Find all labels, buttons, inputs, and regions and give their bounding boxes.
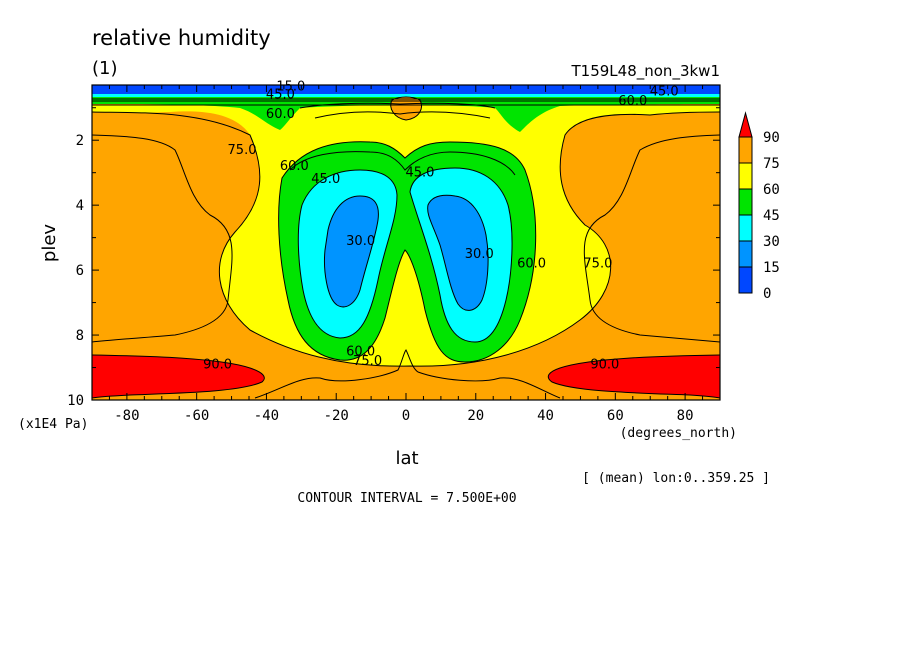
contour-line xyxy=(409,167,513,343)
contour-label: 45.0 xyxy=(311,172,340,187)
contour-label: 60.0 xyxy=(618,94,647,109)
x-axis-units: (degrees_north) xyxy=(620,426,737,441)
contour-line xyxy=(289,151,516,176)
contour-line xyxy=(297,169,398,339)
contour-line xyxy=(427,194,489,311)
x-tick-label: -40 xyxy=(254,408,279,424)
y-tick-label: 6 xyxy=(76,263,84,279)
contour-line xyxy=(278,141,537,363)
colorbar-swatch xyxy=(738,266,753,294)
contour-fills xyxy=(92,85,720,400)
colorbar-triangle xyxy=(738,111,753,138)
colorbar: 90 75 60 45 30 15 0 xyxy=(738,111,780,302)
x-tick-label: 40 xyxy=(537,408,554,424)
contour-interval: CONTOUR INTERVAL = 7.500E+00 xyxy=(297,491,516,506)
y-axis: 2 4 6 8 10 xyxy=(67,107,720,409)
y-tick-label: 10 xyxy=(67,393,84,409)
colorbar-label: 15 xyxy=(763,260,780,276)
x-tick-label: -20 xyxy=(324,408,349,424)
y-tick-label: 4 xyxy=(76,198,84,214)
colorbar-swatch xyxy=(738,214,753,242)
x-tick-label: 60 xyxy=(607,408,624,424)
contour-lines xyxy=(92,96,720,399)
fill-15-30-left xyxy=(324,196,379,307)
colorbar-label: 45 xyxy=(763,208,780,224)
colorbar-swatch xyxy=(738,162,753,190)
colorbar-swatch xyxy=(738,188,753,216)
colorbar-label: 0 xyxy=(763,286,771,302)
y-axis-label: plev xyxy=(39,224,60,263)
contour-line xyxy=(299,102,496,109)
contour-label: 45.0 xyxy=(405,166,434,181)
contour-label: 60.0 xyxy=(346,344,375,359)
contour-line xyxy=(92,354,265,399)
x-tick-label: 20 xyxy=(467,408,484,424)
x-tick-label: -80 xyxy=(114,408,139,424)
colorbar-label: 75 xyxy=(763,156,780,172)
contour-line xyxy=(583,134,720,343)
contour-label: 75.0 xyxy=(353,354,382,369)
contour-label: 60.0 xyxy=(266,107,295,122)
x-tick-label: 80 xyxy=(677,408,694,424)
x-tick-label: 0 xyxy=(402,408,410,424)
fill-15-30-right xyxy=(427,195,489,311)
y-axis-units: (x1E4 Pa) xyxy=(18,417,88,432)
x-axis: -80 -60 -40 -20 0 20 40 60 80 xyxy=(91,85,721,424)
contour-labels: 15.045.060.075.060.045.030.060.075.090.0… xyxy=(203,80,679,373)
contour-label: 90.0 xyxy=(203,357,232,372)
contour-label: 75.0 xyxy=(228,143,257,158)
contour-label: 60.0 xyxy=(280,159,309,174)
colorbar-label: 60 xyxy=(763,182,780,198)
contour-label: 45.0 xyxy=(650,84,679,99)
mean-note: [ (mean) lon:0..359.25 ] xyxy=(582,471,770,486)
fill-90-south xyxy=(92,355,265,398)
colorbar-swatch xyxy=(738,240,753,268)
contour-label: 15.0 xyxy=(276,80,305,95)
contour-label: 60.0 xyxy=(517,257,546,272)
fill-90-north xyxy=(548,355,720,398)
contour-label: 75.0 xyxy=(583,257,612,272)
contour-label: 90.0 xyxy=(590,357,619,372)
chart-subtitle-left: (1) xyxy=(92,58,118,79)
x-tick-label: -60 xyxy=(184,408,209,424)
contour-label: 30.0 xyxy=(465,247,494,262)
colorbar-label: 30 xyxy=(763,234,780,250)
contour-line xyxy=(547,354,720,399)
chart-subtitle-right: T159L48_non_3kw1 xyxy=(571,62,720,81)
chart-title: relative humidity xyxy=(92,26,271,50)
contour-line xyxy=(254,349,561,399)
colorbar-label: 90 xyxy=(763,130,780,146)
fill-75-orange-spot xyxy=(212,146,250,170)
y-tick-label: 2 xyxy=(76,133,84,149)
contour-label: 45.0 xyxy=(266,88,295,103)
y-tick-label: 8 xyxy=(76,328,84,344)
contour-line xyxy=(92,134,233,343)
contour-line xyxy=(324,195,379,308)
x-axis-label: lat xyxy=(395,448,418,469)
contour-label: 30.0 xyxy=(346,234,375,249)
colorbar-swatch xyxy=(738,136,753,164)
contour-line xyxy=(314,111,491,119)
contour-line xyxy=(92,111,720,367)
